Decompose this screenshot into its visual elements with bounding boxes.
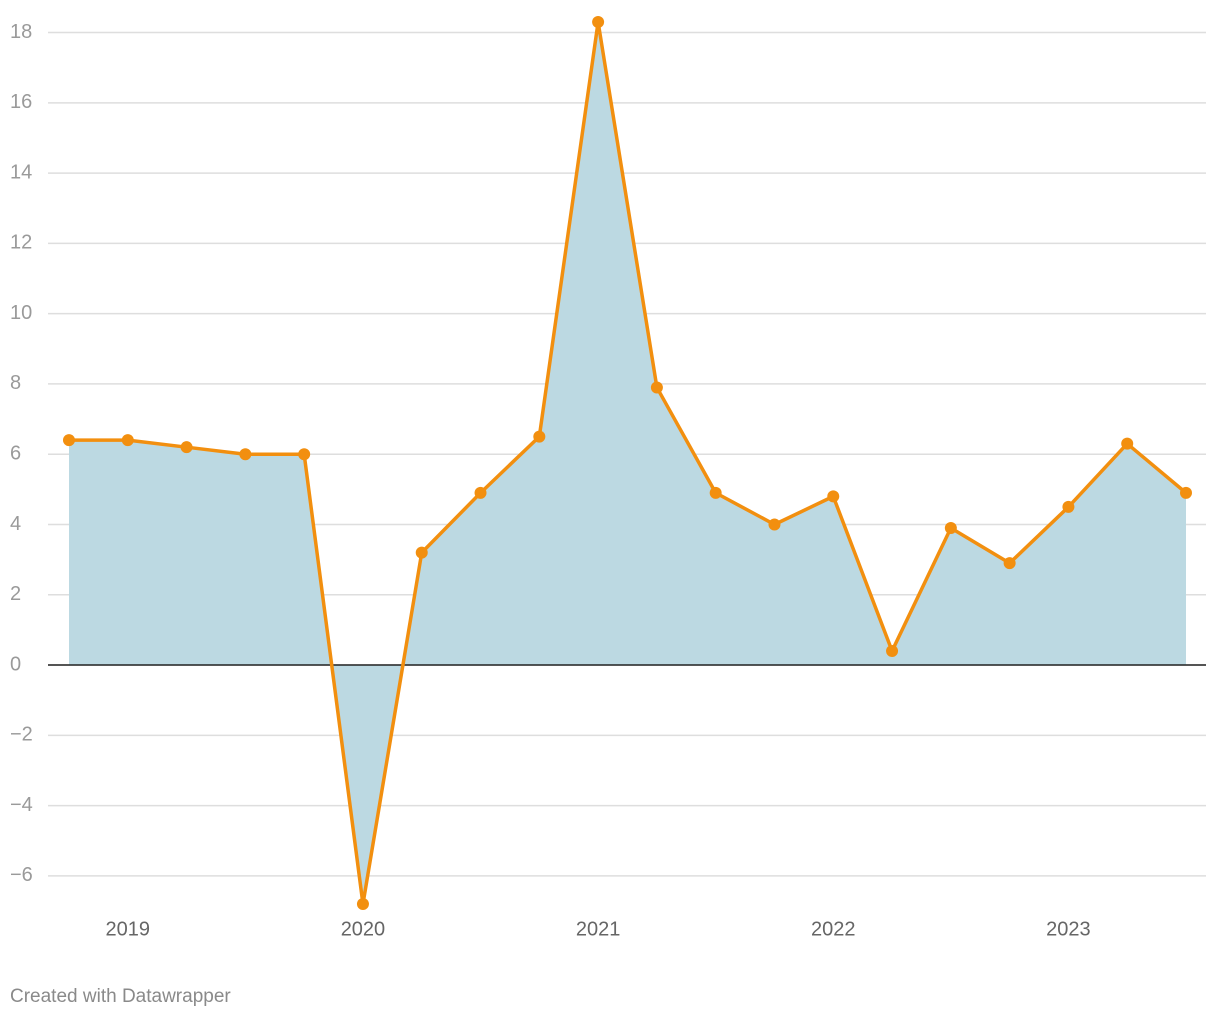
x-tick-label: 2022: [811, 918, 856, 940]
point: [1062, 500, 1075, 513]
point: [415, 546, 428, 559]
x-tick-label: 2020: [341, 918, 386, 940]
x-tick-label: 2023: [1046, 918, 1091, 940]
y-tick-label: 8: [10, 372, 21, 394]
y-tick-label: 0: [10, 653, 21, 675]
y-tick-label: 18: [10, 21, 32, 43]
point: [121, 434, 134, 447]
x-tick-label: 2019: [106, 918, 151, 940]
point: [239, 448, 252, 461]
y-tick-label: 2: [10, 583, 21, 605]
point: [768, 518, 781, 531]
y-tick-label: −4: [10, 794, 33, 816]
point: [592, 16, 605, 28]
y-tick-label: −6: [10, 864, 33, 886]
point: [1003, 557, 1016, 570]
point: [886, 644, 899, 657]
point: [298, 448, 311, 461]
x-tick-label: 2021: [576, 918, 621, 940]
point: [1121, 437, 1134, 450]
point: [650, 381, 663, 394]
line: [69, 20, 1188, 906]
point: [1180, 486, 1192, 499]
y-tick-label: 14: [10, 161, 32, 183]
area: [69, 22, 1186, 904]
point: [944, 522, 957, 535]
point: [709, 486, 722, 499]
point: [180, 441, 193, 454]
point: [63, 434, 75, 447]
y-tick-label: 10: [10, 302, 32, 324]
point: [827, 490, 840, 503]
credit: Created with Datawrapper: [10, 986, 231, 1007]
y-tick-label: 6: [10, 442, 21, 464]
y-tick-label: −2: [10, 724, 33, 746]
point: [474, 486, 487, 499]
y-tick-label: 16: [10, 91, 32, 113]
point: [356, 898, 369, 910]
y-tick-label: 4: [10, 513, 21, 535]
y-tick-label: 12: [10, 232, 32, 254]
point: [533, 430, 546, 443]
